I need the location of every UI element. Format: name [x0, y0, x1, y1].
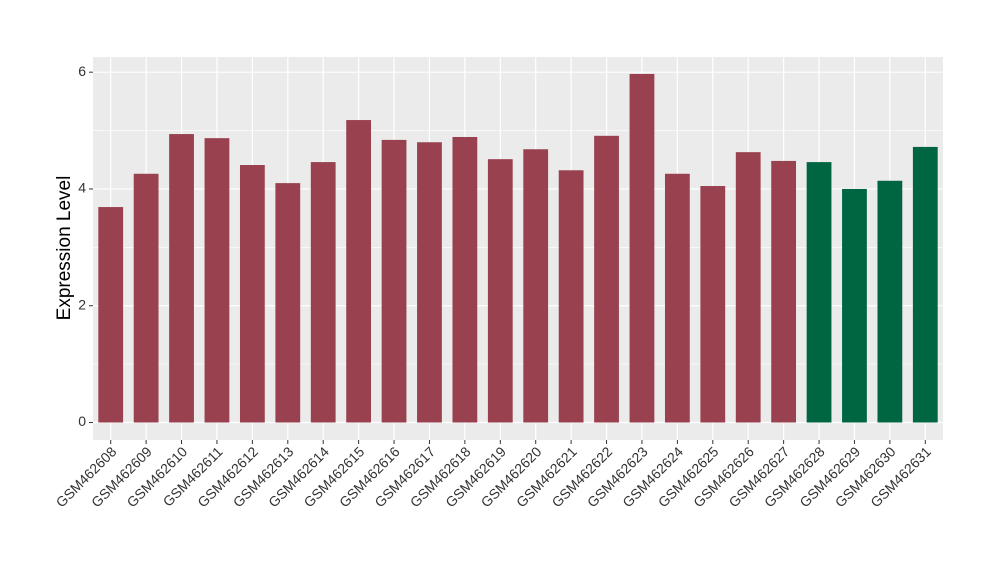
bar [806, 162, 832, 423]
bar [346, 120, 372, 423]
bar [310, 162, 336, 423]
bar [771, 160, 797, 423]
bar [912, 146, 938, 423]
bar [735, 152, 761, 423]
bar [381, 139, 407, 423]
bar [169, 134, 194, 423]
bar [523, 149, 549, 423]
bar [452, 136, 478, 423]
bar [664, 173, 690, 423]
bar [842, 188, 867, 423]
bar [133, 173, 159, 423]
bar [239, 165, 265, 423]
bar [275, 183, 301, 423]
bar [204, 138, 230, 423]
bar [877, 180, 903, 423]
bar [594, 135, 619, 423]
bar [558, 170, 584, 423]
bar [98, 207, 124, 423]
y-tick-label: 2 [78, 296, 86, 312]
y-axis-label: Expression Level [54, 176, 75, 321]
bar [629, 73, 655, 423]
y-tick-label: 0 [78, 413, 86, 429]
bar [700, 186, 726, 423]
panel [93, 57, 943, 440]
y-tick-label: 4 [78, 180, 86, 196]
y-tick-label: 6 [78, 63, 86, 79]
bar [487, 159, 513, 423]
bar [417, 142, 442, 423]
